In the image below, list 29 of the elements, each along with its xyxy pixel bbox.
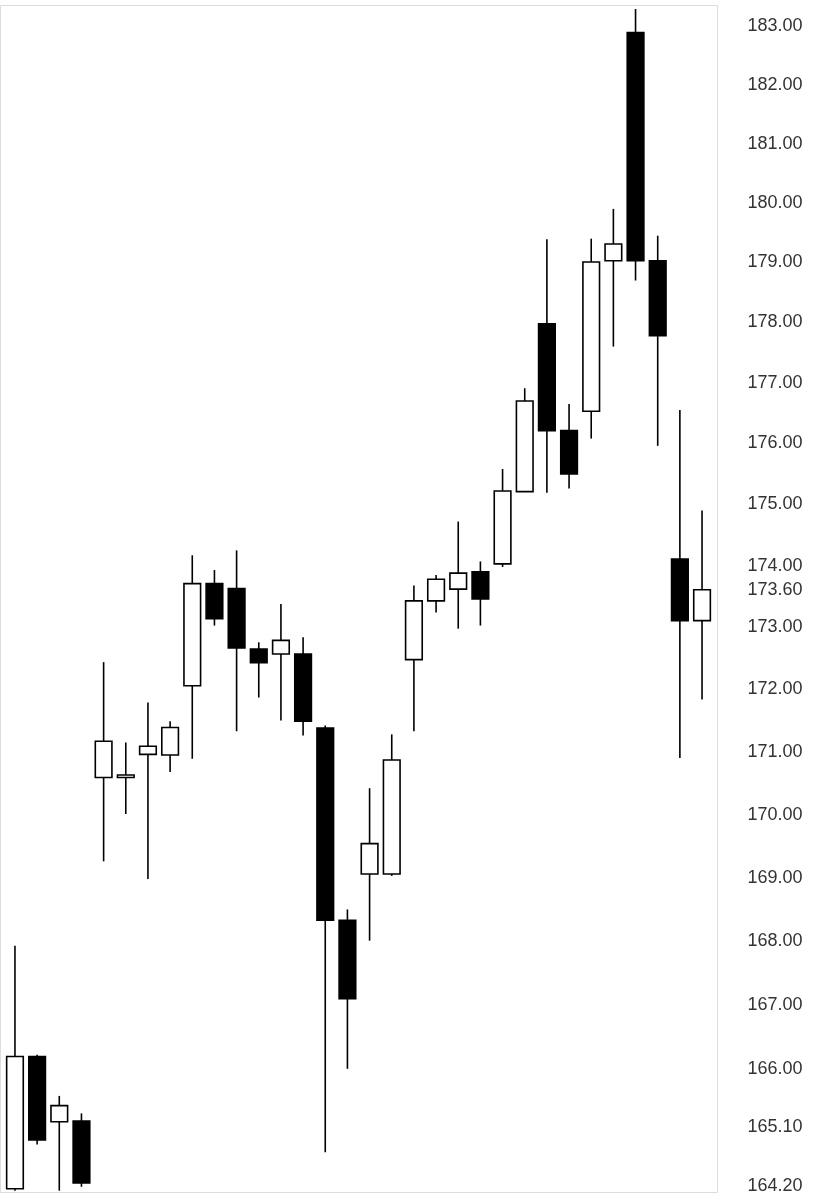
y-tick-label: 166.00 bbox=[747, 1058, 803, 1079]
y-tick-label: 164.20 bbox=[747, 1174, 803, 1195]
candlestick bbox=[449, 520, 468, 630]
y-tick-label: 175.00 bbox=[747, 493, 803, 514]
y-tick-label: 180.00 bbox=[747, 191, 803, 212]
candlestick bbox=[271, 603, 291, 722]
y-tick-label: 182.00 bbox=[747, 73, 803, 94]
y-tick-label: 167.00 bbox=[747, 994, 803, 1015]
y-tick-label: 170.00 bbox=[747, 803, 803, 824]
candlestick bbox=[138, 701, 158, 880]
candlestick bbox=[50, 1095, 69, 1192]
candlestick bbox=[604, 208, 623, 348]
y-tick-label: 176.00 bbox=[747, 432, 803, 453]
y-tick-label: 173.00 bbox=[747, 616, 803, 637]
candlestick bbox=[249, 641, 268, 699]
candlestick bbox=[426, 574, 446, 614]
candlestick bbox=[116, 741, 135, 815]
y-tick-label: 171.00 bbox=[747, 740, 803, 761]
y-tick-label: 168.00 bbox=[747, 930, 803, 951]
y-tick-label: 172.00 bbox=[747, 678, 803, 699]
y-tick-label: 165.10 bbox=[747, 1116, 803, 1137]
y-tick-label: 179.00 bbox=[747, 251, 803, 272]
y-tick-label: 183.00 bbox=[747, 14, 803, 35]
y-tick-label: 169.00 bbox=[747, 866, 803, 887]
y-tick-label: 181.00 bbox=[747, 132, 803, 153]
y-tick-label: 177.00 bbox=[747, 371, 803, 392]
y-tick-label: 174.00 bbox=[747, 554, 803, 575]
y-tick-label: 178.00 bbox=[747, 311, 803, 332]
y-tick-label: 173.60 bbox=[747, 579, 803, 600]
